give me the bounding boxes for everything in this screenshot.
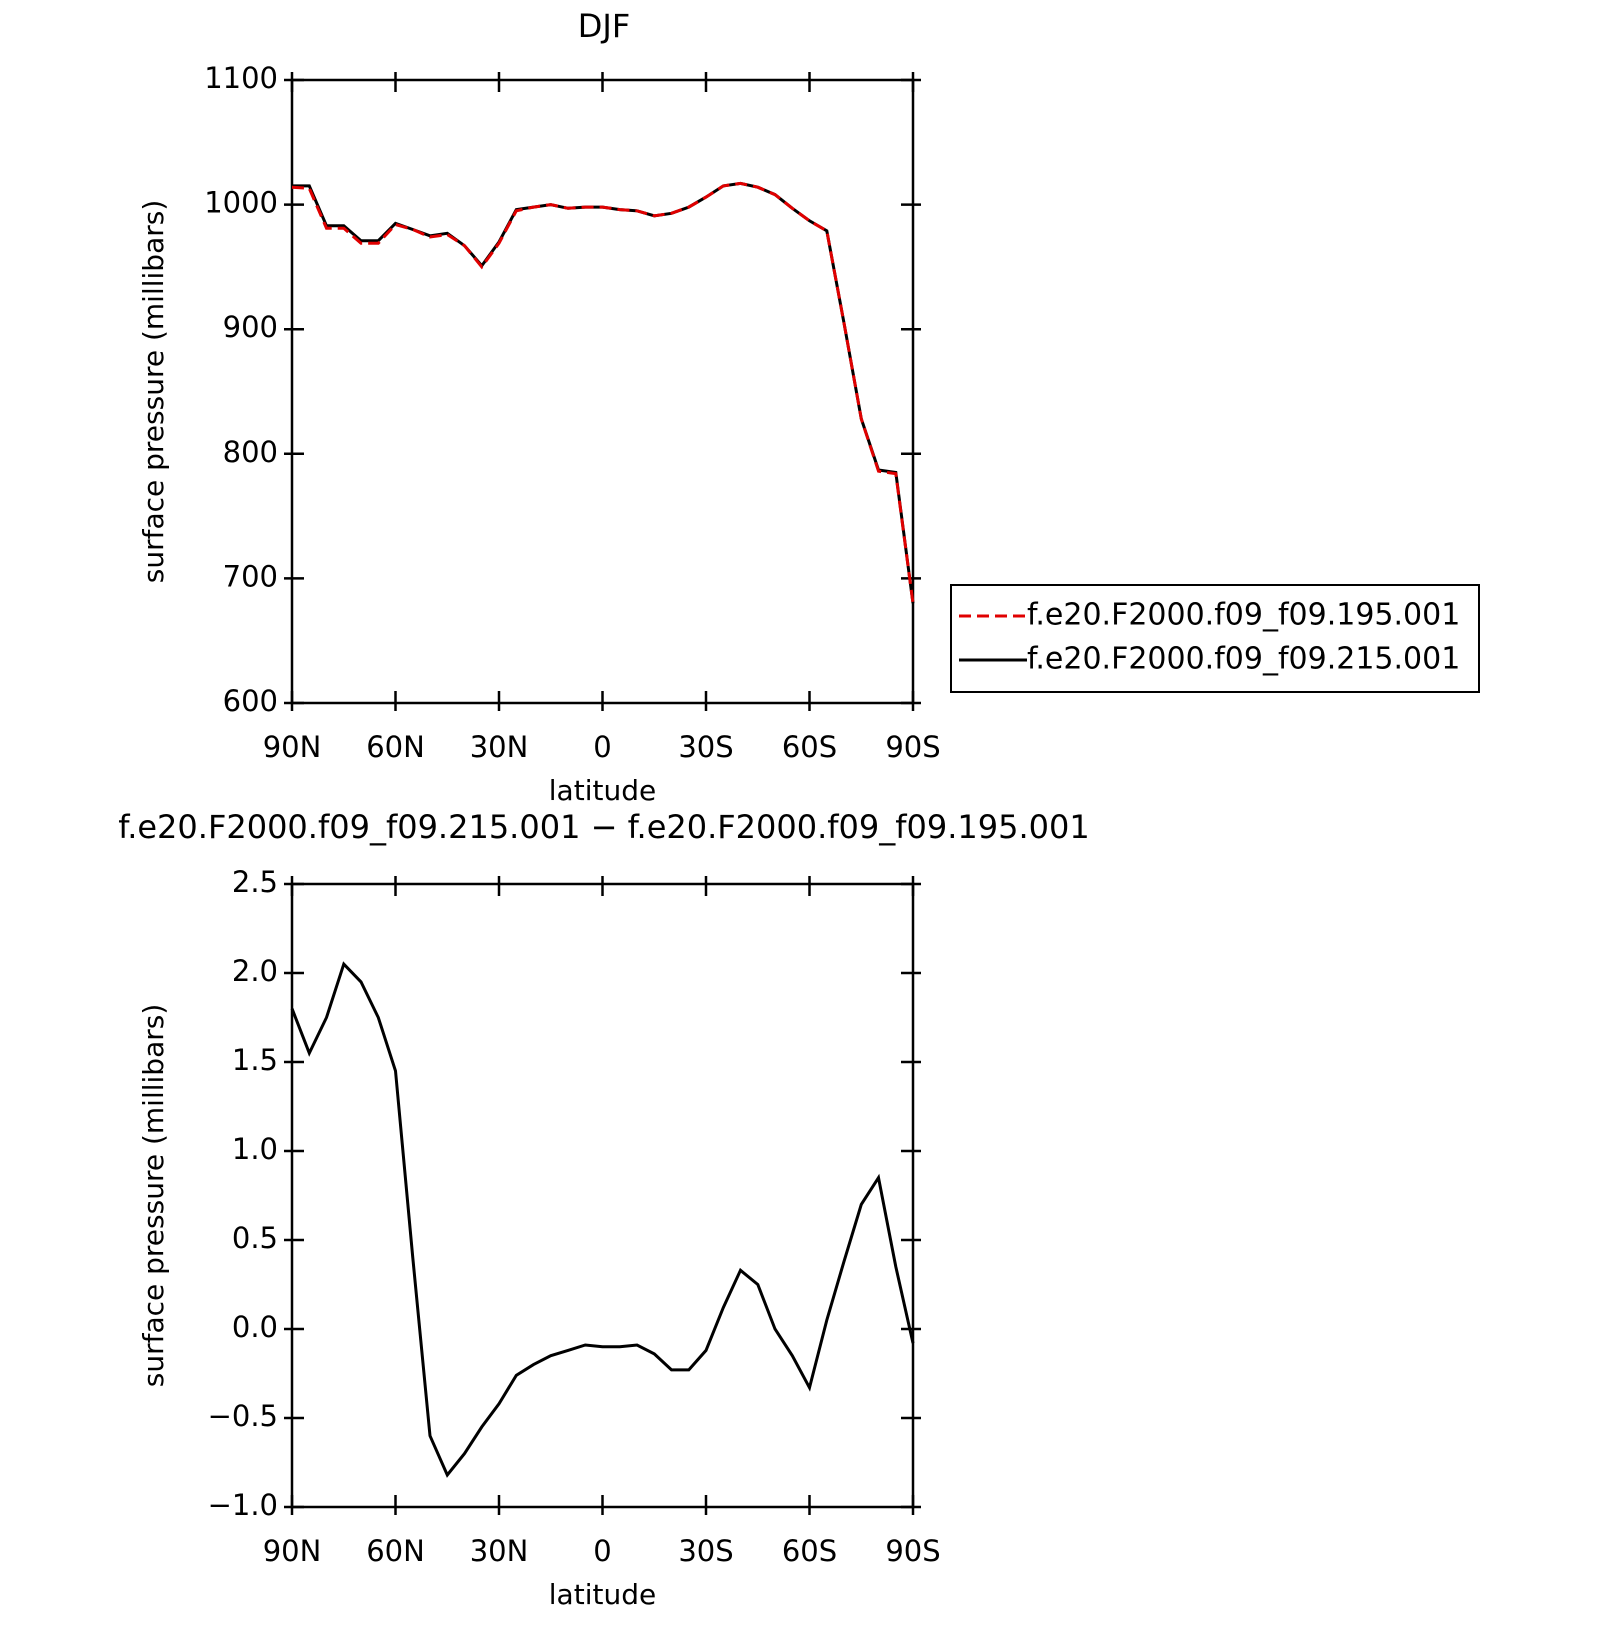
x-tick-label: 60S (782, 1534, 837, 1568)
x-axis-label: latitude (549, 774, 656, 807)
y-tick-label: 2.5 (232, 865, 278, 899)
x-tick-label: 30N (470, 1534, 529, 1568)
y-tick-label: 1.0 (232, 1132, 278, 1166)
x-tick-label: 90N (263, 1534, 322, 1568)
x-tick-label: 90S (885, 730, 940, 764)
x-tick-label: 90N (263, 730, 322, 764)
chart-title: DJF (578, 7, 630, 45)
x-tick-label: 90S (885, 1534, 940, 1568)
y-tick-label: 600 (223, 684, 278, 718)
legend-label: f.e20.F2000.f09_f09.215.001 (1027, 642, 1460, 677)
chart-title: f.e20.F2000.f09_f09.215.001 − f.e20.F200… (118, 808, 1090, 846)
x-tick-label: 30S (678, 730, 733, 764)
x-tick-label: 0 (593, 730, 611, 764)
plot-frame (290, 78, 915, 705)
x-tick-label: 60S (782, 730, 837, 764)
legend-label: f.e20.F2000.f09_f09.195.001 (1027, 598, 1460, 633)
y-tick-label: −1.0 (208, 1488, 278, 1522)
y-tick-label: 1100 (204, 61, 278, 95)
x-tick-label: 30N (470, 730, 529, 764)
plot-frame (290, 882, 915, 1509)
y-tick-label: 0.5 (232, 1221, 278, 1255)
y-axis-label: surface pressure (millibars) (137, 1004, 170, 1388)
y-tick-label: 2.0 (232, 954, 278, 988)
x-tick-label: 60N (366, 1534, 425, 1568)
series-line (291, 181, 915, 604)
x-axis-label: latitude (549, 1578, 656, 1611)
y-tick-label: 0.0 (232, 1310, 278, 1344)
y-tick-label: 1000 (204, 186, 278, 220)
x-tick-label: 60N (366, 730, 425, 764)
series-line (292, 181, 915, 604)
x-tick-label: 0 (593, 1534, 611, 1568)
y-tick-label: 1.5 (232, 1043, 278, 1077)
y-tick-label: 900 (223, 310, 278, 344)
y-tick-label: 700 (223, 559, 278, 593)
x-tick-label: 30S (678, 1534, 733, 1568)
y-axis-label: surface pressure (millibars) (137, 200, 170, 584)
series-line (290, 961, 915, 1478)
y-tick-label: −0.5 (208, 1399, 278, 1433)
y-tick-label: 800 (223, 435, 278, 469)
legend-box (950, 584, 1480, 693)
